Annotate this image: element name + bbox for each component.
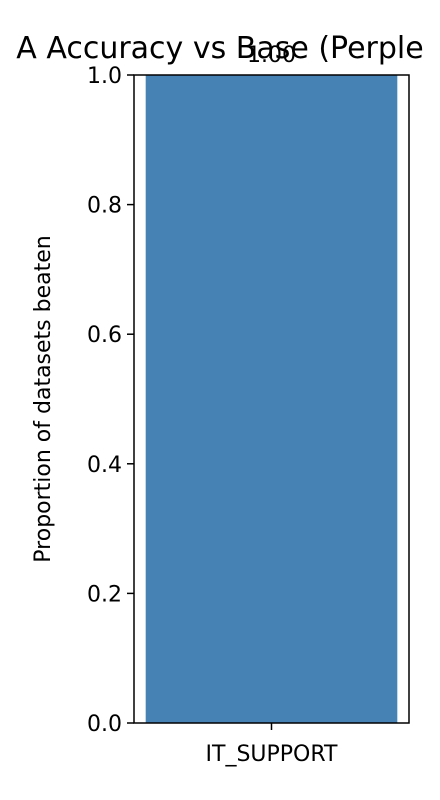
bar-it-support xyxy=(145,75,398,723)
y-tick-label: 1.0 xyxy=(87,64,122,89)
y-tick-label: 0.8 xyxy=(87,194,122,219)
y-tick-label: 0.4 xyxy=(87,453,122,478)
chart-title: A Accuracy vs Base (Perple xyxy=(16,31,423,66)
bars-group xyxy=(145,75,398,723)
y-tick-label: 0.2 xyxy=(87,582,122,607)
data-labels-group: 1.00 xyxy=(247,43,296,68)
y-tick-label: 0.6 xyxy=(87,323,122,348)
y-axis: 0.0 0.2 0.4 0.6 0.8 1.0 xyxy=(87,64,134,737)
y-axis-label: Proportion of datasets beaten xyxy=(31,235,56,562)
y-tick-label: 0.0 xyxy=(87,712,122,737)
x-axis: IT_SUPPORT xyxy=(206,723,339,767)
x-tick-label: IT_SUPPORT xyxy=(206,742,339,767)
bar-data-label: 1.00 xyxy=(247,43,296,68)
